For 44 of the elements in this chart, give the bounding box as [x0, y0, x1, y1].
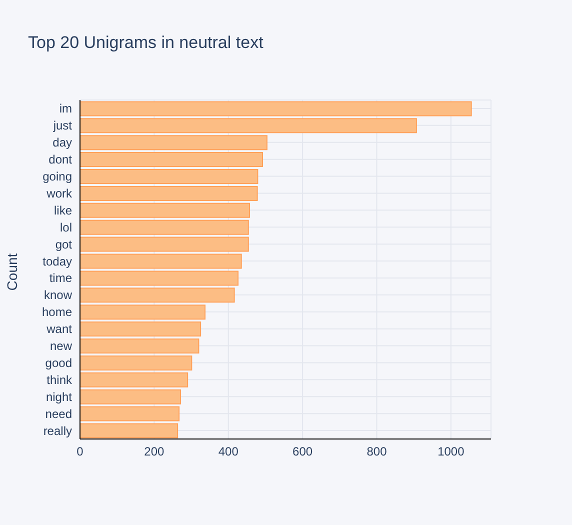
- y-tick-label: work: [46, 186, 73, 200]
- y-tick-label: think: [46, 372, 73, 387]
- y-tick-label: today: [42, 254, 72, 268]
- bar: [80, 304, 206, 320]
- y-tick-label: time: [49, 271, 72, 286]
- bar: [80, 389, 182, 404]
- y-tick-label: need: [45, 406, 72, 421]
- x-tick-label: 600: [292, 444, 313, 459]
- bar: [80, 135, 268, 150]
- bar: [80, 202, 250, 218]
- y-axis-title: Count: [4, 252, 20, 293]
- chart-title: Top 20 Unigrams in neutral text: [28, 33, 264, 53]
- y-tick-label: dont: [48, 152, 73, 167]
- y-tick-label: just: [52, 118, 73, 133]
- x-tick-label: 400: [218, 444, 239, 459]
- y-tick-label: home: [42, 305, 72, 320]
- bar: [80, 220, 249, 235]
- y-tick-label: good: [45, 356, 72, 370]
- bar: [80, 168, 258, 184]
- y-tick-label: day: [52, 136, 72, 150]
- y-tick-label: like: [54, 203, 72, 218]
- bar: [80, 101, 472, 116]
- y-tick-label: know: [44, 288, 72, 302]
- x-tick-label: 1000: [438, 444, 465, 459]
- bar: [80, 372, 188, 388]
- x-tick-label: 0: [76, 444, 84, 459]
- y-tick-label: going: [42, 170, 72, 184]
- bar: [80, 322, 202, 337]
- y-tick-label: lol: [60, 220, 72, 234]
- y-tick-label: night: [46, 390, 73, 404]
- y-tick-label: new: [50, 339, 72, 354]
- x-tick-label: 200: [144, 444, 165, 459]
- x-tick-label: 800: [366, 444, 388, 459]
- y-tick-label: want: [46, 322, 73, 336]
- bar: [80, 186, 258, 201]
- y-tick-label: got: [55, 237, 73, 252]
- bar: [80, 118, 417, 134]
- bar: [80, 288, 235, 303]
- y-tick-label: really: [43, 424, 72, 438]
- bar: [80, 355, 192, 370]
- bar: [80, 338, 200, 354]
- bar: [80, 152, 263, 168]
- y-tick-label: im: [59, 102, 72, 116]
- bar: [80, 270, 239, 286]
